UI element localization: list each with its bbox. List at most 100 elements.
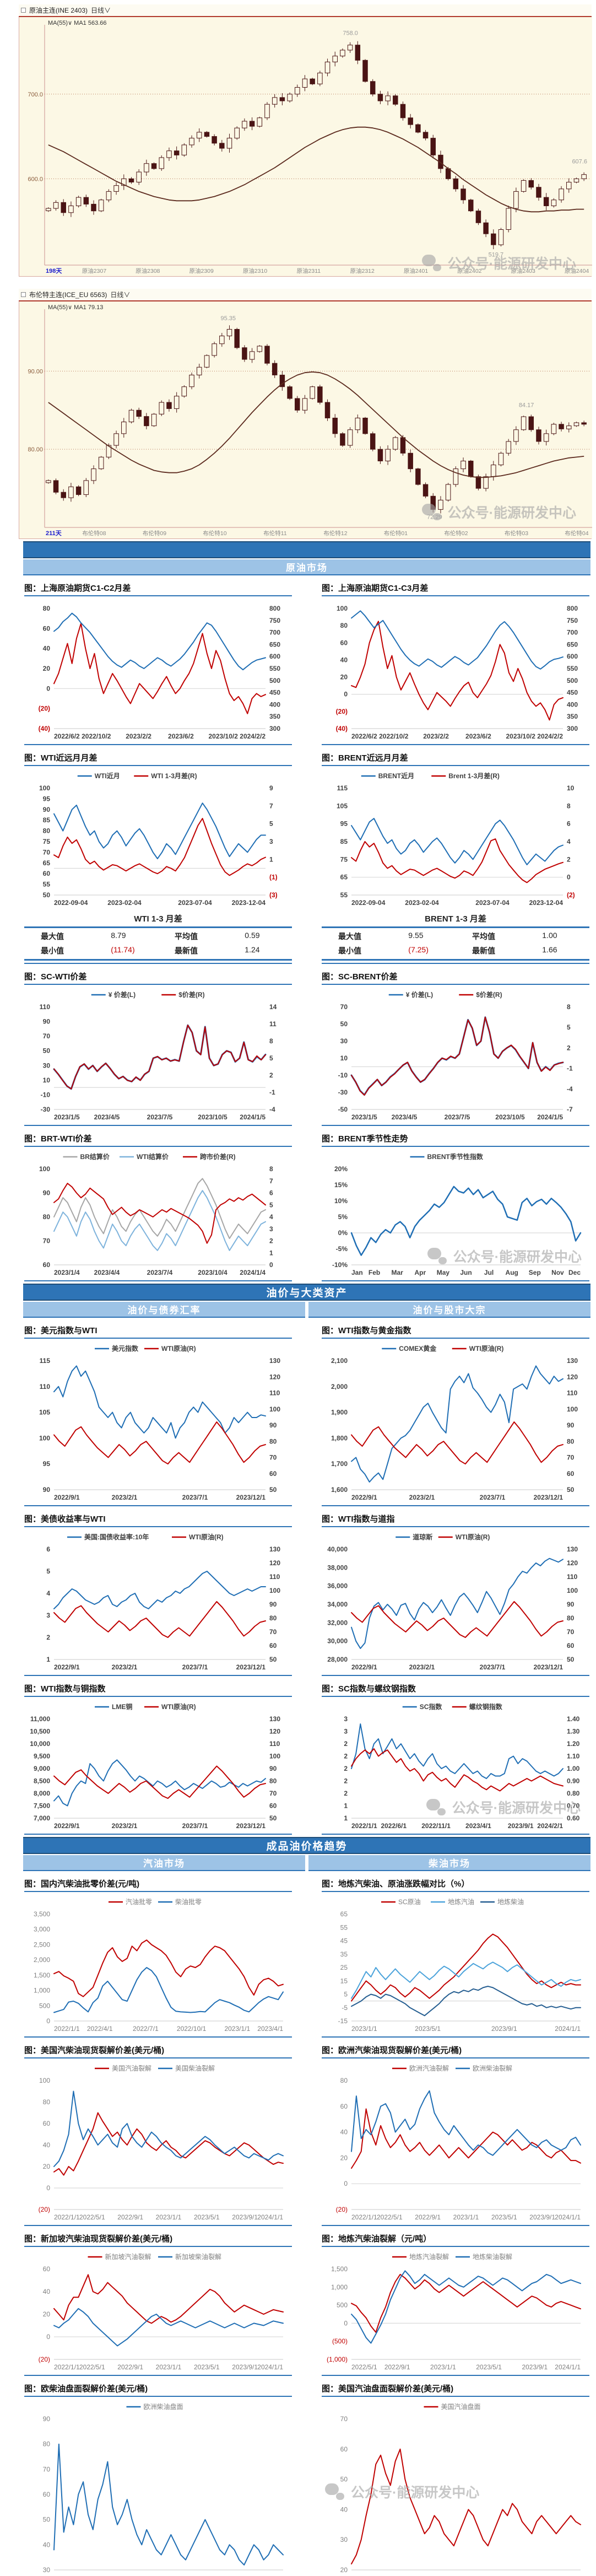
- subsection-crude-market: 原油市场: [23, 559, 590, 575]
- svg-text:4: 4: [269, 1213, 273, 1221]
- svg-text:750: 750: [269, 617, 280, 624]
- svg-text:100: 100: [269, 1753, 280, 1760]
- svg-text:2022/9/1: 2022/9/1: [351, 1494, 377, 1501]
- stat-value: (7.25): [408, 945, 429, 954]
- svg-text:2022/7/1: 2022/7/1: [133, 2025, 159, 2033]
- chart-row-8: 图：国内汽柴油批零价差(元/吨) 3,500 3,000 2,500 2,000 1,5…: [0, 1871, 596, 2038]
- svg-text:2022/4/1: 2022/4/1: [87, 2025, 113, 2033]
- svg-text:20: 20: [43, 2163, 51, 2170]
- svg-text:2023/7/1: 2023/7/1: [182, 1663, 208, 1671]
- svg-text:80: 80: [43, 605, 51, 612]
- svg-text:800: 800: [567, 605, 578, 612]
- svg-text:2022/6/1: 2022/6/1: [381, 1822, 407, 1830]
- legend: SC指数 螺纹钢指数: [402, 1702, 503, 1711]
- svg-text:38,000: 38,000: [327, 1564, 348, 1571]
- svg-text:550: 550: [269, 665, 280, 672]
- svg-text:2024/1/1: 2024/1/1: [257, 2363, 283, 2371]
- svg-text:-10: -10: [338, 1071, 348, 1079]
- chart-row-6: 图：美债收益率与WTI 6 5 4 3 2 1 130 120 110 100 90 80 70 60 50…: [0, 1506, 596, 1676]
- svg-text:2023/10/5: 2023/10/5: [198, 1113, 227, 1121]
- svg-text:1.40: 1.40: [567, 1715, 580, 1723]
- left-axis: 65 55 45 35 25 15 5 -5 -15: [338, 1910, 348, 2025]
- svg-text:布伦特11: 布伦特11: [263, 530, 287, 537]
- svg-text:2023/1/1: 2023/1/1: [156, 2213, 182, 2221]
- stat-value: 1.00: [542, 931, 557, 940]
- svg-text:50: 50: [340, 1020, 348, 1028]
- right-axis: 1.40 1.30 1.20 1.10 1.00 0.90 0.80 0.70 0.60: [567, 1715, 580, 1822]
- instrument-header[interactable]: 原油主连(INE 2403) 日线∨: [19, 4, 592, 17]
- svg-text:8: 8: [269, 1165, 273, 1173]
- svg-text:50: 50: [340, 2476, 348, 2483]
- x-axis: 2022/9/1 2023/2/1 2023/7/1 2023/12/1: [351, 1663, 563, 1671]
- svg-text:Sep: Sep: [529, 1269, 541, 1276]
- svg-text:新加坡柴油裂解: 新加坡柴油裂解: [175, 2252, 221, 2261]
- svg-text:90: 90: [43, 2415, 51, 2423]
- stat-label: 最大值: [41, 932, 64, 941]
- stats-title: BRENT 1-3 月差: [322, 912, 589, 928]
- svg-text:100: 100: [567, 1587, 578, 1594]
- svg-text:400: 400: [567, 700, 578, 708]
- svg-text:跨市价差(R): 跨市价差(R): [200, 1152, 236, 1161]
- svg-text:2022/5/1: 2022/5/1: [79, 2363, 105, 2371]
- svg-text:2022/6/2: 2022/6/2: [351, 732, 377, 740]
- svg-text:1,700: 1,700: [331, 1460, 348, 1468]
- svg-text:原油2402: 原油2402: [457, 267, 482, 274]
- legend: 新加坡汽油裂解 新加坡柴油裂解: [88, 2252, 221, 2261]
- legend: 欧洲汽油裂解 欧洲柴油裂解: [392, 2064, 512, 2072]
- svg-text:60: 60: [43, 2491, 51, 2498]
- chart-title: 图：上海原油期货C1-C3月差: [322, 582, 589, 596]
- svg-text:6: 6: [46, 1545, 50, 1553]
- svg-text:2023-07-04: 2023-07-04: [178, 899, 212, 907]
- svg-text:WTI近月: WTI近月: [95, 772, 120, 780]
- svg-text:10,000: 10,000: [30, 1740, 50, 1748]
- svg-text:2022/10/2: 2022/10/2: [379, 732, 409, 740]
- x-axis: 2022/1/1 2022/5/1 2022/9/1 2023/1/1 2023/5/1…: [54, 2213, 283, 2221]
- right-axis: 130 120 110 100 90 80 70 60 50: [269, 1715, 280, 1822]
- svg-text:6: 6: [567, 820, 571, 828]
- svg-text:65: 65: [340, 1910, 348, 1918]
- chart-title: 图：BRENT季节性走势: [322, 1133, 589, 1147]
- svg-text:450: 450: [269, 689, 280, 697]
- left-axis: 3,500 3,000 2,500 2,000 1,500 1,000 500 0: [34, 1910, 50, 2025]
- left-axis: 80 60 40 20 0 (20) (40): [39, 605, 51, 732]
- period-dropdown[interactable]: 日线∨: [91, 7, 111, 14]
- svg-text:0.60: 0.60: [567, 1814, 580, 1822]
- svg-text:WTI 1-3月差(R): WTI 1-3月差(R): [151, 772, 197, 780]
- svg-text:80: 80: [269, 1437, 277, 1445]
- svg-text:原油2404: 原油2404: [565, 267, 589, 274]
- legend: 道琼斯 WTI原油(R): [395, 1533, 490, 1541]
- svg-text:1,600: 1,600: [331, 1486, 348, 1494]
- svg-text:2: 2: [344, 1777, 348, 1785]
- line-chart: 80 60 40 20 0 (20) 2022/1/1 2022/5/1 2022/9/1 202…: [322, 2060, 589, 2223]
- line-chart: 40,000 38,000 36,000 34,000 32,000 30,000 28,0…: [322, 1528, 589, 1673]
- svg-text:1,800: 1,800: [331, 1434, 348, 1442]
- subsection-bands-macro: 油价与债券汇率 油价与股市大宗: [23, 1302, 590, 1318]
- right-axis: 9 7 5 3 1 (1) (3): [269, 784, 278, 899]
- section-title: 油价与大类资产: [266, 1287, 348, 1299]
- period-dropdown[interactable]: 日线∨: [110, 291, 131, 299]
- svg-text:1: 1: [46, 1656, 50, 1663]
- svg-text:(40): (40): [336, 725, 348, 732]
- left-axis: 3 3 2 2 2 2 2 1 1: [344, 1715, 348, 1822]
- svg-text:80: 80: [269, 1614, 277, 1622]
- svg-text:布伦特12: 布伦特12: [323, 530, 347, 537]
- svg-text:350: 350: [567, 713, 578, 720]
- x-axis: 2022/1/1 2022/5/1 2022/9/1 2023/1/1 2023/5/1…: [54, 2363, 283, 2371]
- svg-text:2022/10/2: 2022/10/2: [82, 732, 111, 740]
- svg-text:-5: -5: [342, 2004, 348, 2012]
- candle-plot-sc: 公众号·能源研发中心 700.0 600.0 MA(55)∨ MA1 563.66 7…: [19, 17, 592, 277]
- svg-text:9,000: 9,000: [34, 1765, 50, 1772]
- chart-svg: 40,000 38,000 36,000 34,000 32,000 30,000 28,0…: [327, 1533, 578, 1671]
- svg-text:0.90: 0.90: [567, 1777, 580, 1785]
- svg-text:布伦特02: 布伦特02: [444, 530, 468, 537]
- svg-text:30: 30: [43, 1061, 51, 1069]
- svg-text:2023/10/5: 2023/10/5: [495, 1113, 525, 1121]
- svg-text:汽油批零: 汽油批零: [126, 1898, 152, 1906]
- svg-text:3: 3: [344, 1715, 348, 1723]
- instrument-header[interactable]: 布伦特主连(ICE_EU 6563) 日线∨: [19, 289, 592, 301]
- svg-text:2022/9/1: 2022/9/1: [117, 2363, 143, 2371]
- svg-text:2023/5/1: 2023/5/1: [415, 2025, 441, 2033]
- chart-title: 图：国内汽柴油批零价差(元/吨): [24, 1878, 292, 1892]
- svg-text:2022/6/2: 2022/6/2: [54, 732, 80, 740]
- svg-text:2023/12/1: 2023/12/1: [236, 1494, 266, 1501]
